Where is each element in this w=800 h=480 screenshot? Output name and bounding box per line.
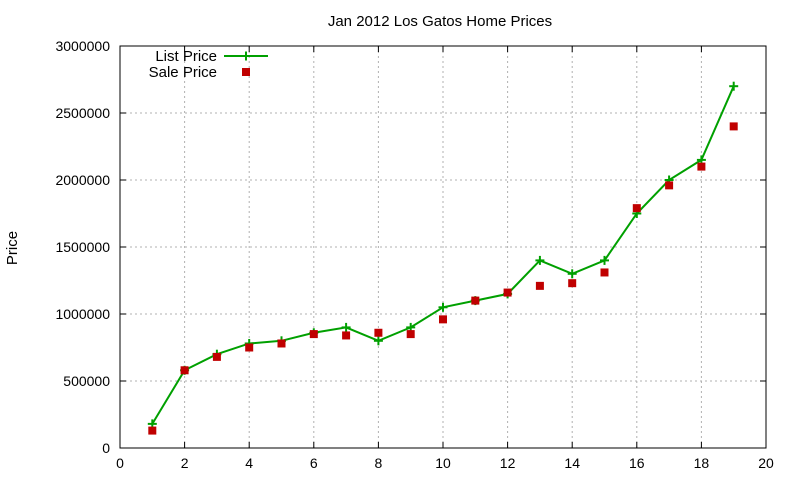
sale-price-point <box>632 204 641 213</box>
sale-price-point <box>342 331 351 340</box>
list-price-point <box>567 269 577 279</box>
legend-item-list-price: List Price <box>155 48 268 65</box>
x-tick-label: 12 <box>500 455 516 471</box>
legend-label: Sale Price <box>149 64 217 81</box>
sale-price-point <box>729 122 738 131</box>
x-tick-label: 18 <box>694 455 710 471</box>
chart-title: Jan 2012 Los Gatos Home Prices <box>328 13 552 30</box>
sale-price-point <box>665 181 674 190</box>
x-tick-label: 8 <box>375 455 383 471</box>
list-price-point <box>535 255 545 265</box>
y-tick-label: 2000000 <box>55 172 110 188</box>
legend-marker <box>241 51 251 61</box>
x-tick-label: 10 <box>435 455 451 471</box>
x-tick-label: 2 <box>181 455 189 471</box>
list-price-point <box>438 302 448 312</box>
list-price-point <box>341 322 351 332</box>
sale-price-point <box>374 328 383 337</box>
sale-price-point <box>406 330 415 339</box>
sale-price-point <box>471 296 480 305</box>
grid-lines <box>120 46 766 448</box>
sale-price-point <box>697 162 706 171</box>
sale-price-point <box>148 426 157 435</box>
sale-price-point <box>277 339 286 348</box>
sale-price-point <box>439 315 447 324</box>
y-axis-label: Price <box>4 231 21 265</box>
x-tick-label: 6 <box>310 455 318 471</box>
list-price-point <box>600 255 609 265</box>
sale-price-series <box>148 122 738 435</box>
axis-ticks: 0 2 4 6 8 10 12 14 16 18 20 0 500000 1000000 1500000 20… <box>55 38 774 471</box>
sale-price-point <box>600 268 609 277</box>
sale-price-point <box>180 366 189 375</box>
data-series <box>147 81 739 435</box>
sale-price-point <box>245 343 254 352</box>
x-tick-label: 14 <box>564 455 580 471</box>
x-tick-label: 20 <box>758 455 774 471</box>
y-tick-label: 2500000 <box>55 105 110 121</box>
y-tick-label: 0 <box>102 440 110 456</box>
y-tick-label: 1000000 <box>55 306 110 322</box>
sale-price-point <box>212 352 221 361</box>
x-tick-label: 4 <box>245 455 253 471</box>
legend-label: List Price <box>155 48 217 65</box>
sale-price-point <box>568 279 577 288</box>
legend-marker <box>242 68 250 76</box>
list-price-point <box>373 336 383 346</box>
y-tick-label: 1500000 <box>55 239 110 255</box>
y-tick-label: 500000 <box>63 373 110 389</box>
list-price-point <box>729 81 739 91</box>
x-tick-label: 16 <box>629 455 645 471</box>
x-tick-label: 0 <box>116 455 124 471</box>
sale-price-point <box>503 288 512 297</box>
sale-price-point <box>309 330 318 339</box>
legend-item-sale-price: Sale Price <box>149 64 250 81</box>
sale-price-point <box>535 281 544 290</box>
y-tick-label: 3000000 <box>55 38 110 54</box>
